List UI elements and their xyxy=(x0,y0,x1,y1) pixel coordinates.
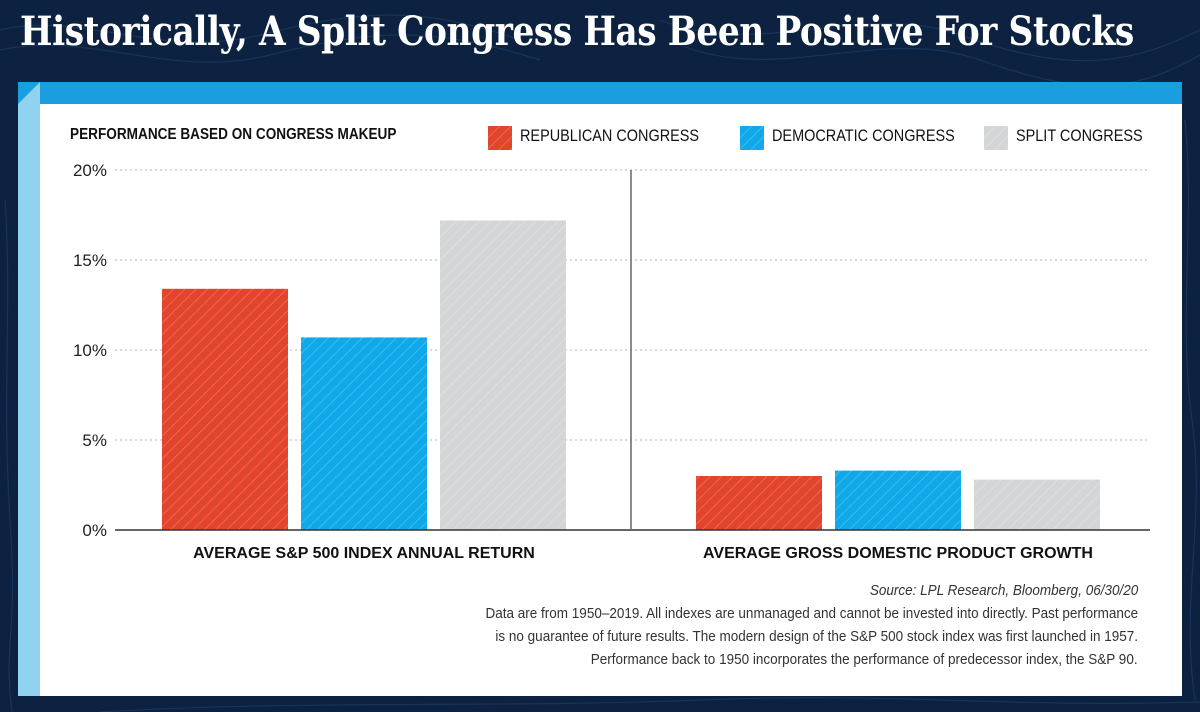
y-tick-label: 5% xyxy=(82,431,107,450)
bar-republican-congress xyxy=(696,476,822,530)
page-title: Historically, A Split Congress Has Been … xyxy=(20,8,1134,55)
x-category-label: AVERAGE S&P 500 INDEX ANNUAL RETURN xyxy=(193,545,535,562)
disclaimer-line-2: is no guarantee of future results. The m… xyxy=(495,628,1138,645)
disclaimer-line-1: Data are from 1950–2019. All indexes are… xyxy=(485,605,1138,622)
source-note: Source: LPL Research, Bloomberg, 06/30/2… xyxy=(870,582,1138,599)
bar-republican-congress xyxy=(162,289,288,530)
bar-split-congress xyxy=(440,220,566,530)
y-tick-label: 20% xyxy=(73,161,107,180)
y-tick-label: 15% xyxy=(73,251,107,270)
bar-split-congress xyxy=(974,480,1100,530)
y-tick-label: 10% xyxy=(73,341,107,360)
x-category-label: AVERAGE GROSS DOMESTIC PRODUCT GROWTH xyxy=(703,545,1093,562)
bar-democratic-congress xyxy=(835,471,961,530)
y-tick-label: 0% xyxy=(82,521,107,540)
bar-democratic-congress xyxy=(301,337,427,530)
chart-card: PERFORMANCE BASED ON CONGRESS MAKEUP REP… xyxy=(18,82,1182,696)
disclaimer-line-3: Performance back to 1950 incorporates th… xyxy=(591,651,1138,668)
bar-chart: 0% 5% 10% 15% 20% AVERAGE S&P 500 INDEX ANNUA… xyxy=(18,82,1182,572)
